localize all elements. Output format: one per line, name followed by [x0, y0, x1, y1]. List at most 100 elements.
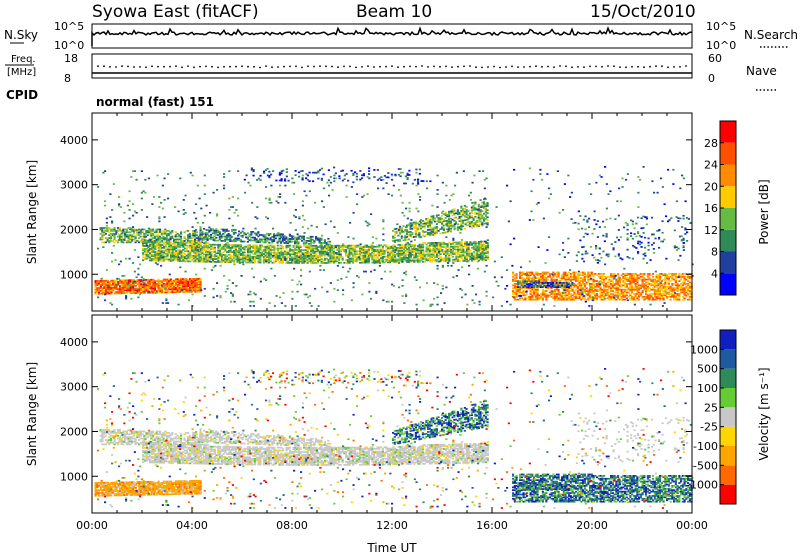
power-cell	[290, 249, 293, 251]
power-cell	[303, 219, 306, 221]
power-cell	[243, 232, 246, 234]
power-cell	[222, 259, 225, 262]
power-cell	[145, 255, 148, 257]
power-cell	[132, 214, 135, 217]
power-cell	[241, 254, 244, 257]
power-cell	[159, 281, 162, 284]
power-cell	[311, 257, 314, 260]
power-cell	[463, 227, 466, 230]
power-cell	[382, 187, 385, 190]
power-cell	[452, 237, 455, 240]
power-cell	[266, 167, 269, 170]
power-cell	[443, 201, 446, 204]
power-cell	[166, 278, 169, 281]
power-cell	[332, 244, 335, 247]
power-cell	[271, 246, 274, 248]
power-cell	[132, 226, 135, 228]
power-cell	[122, 280, 125, 283]
power-cell	[164, 258, 167, 261]
power-cell	[317, 262, 320, 264]
power-cell	[299, 259, 302, 261]
power-cell	[297, 250, 300, 253]
power-cell	[157, 291, 160, 294]
nave-dot	[223, 65, 225, 68]
power-cell	[335, 252, 338, 254]
power-cell	[161, 252, 164, 255]
power-cell	[268, 197, 271, 200]
power-cell	[233, 300, 236, 303]
power-cell	[268, 257, 271, 260]
power-cell	[171, 235, 174, 238]
power-cell	[215, 252, 218, 255]
power-cell	[102, 246, 105, 249]
power-cell	[448, 257, 451, 260]
power-cell	[308, 256, 311, 259]
power-cell	[176, 288, 179, 291]
power-cell	[140, 283, 143, 286]
power-cell	[254, 256, 257, 258]
power-cell	[259, 179, 262, 181]
power-cell	[189, 254, 192, 257]
power-cell	[164, 238, 167, 241]
power-cell	[104, 237, 107, 239]
power-cell	[157, 246, 160, 249]
power-cell	[118, 235, 121, 238]
power-cell	[429, 219, 432, 221]
power-cell	[250, 250, 253, 252]
power-cell	[289, 259, 292, 261]
power-cell	[149, 239, 152, 241]
power-cell	[227, 244, 230, 246]
power-cell	[208, 255, 211, 257]
power-cell	[248, 254, 251, 257]
power-cell	[408, 210, 411, 213]
power-cell	[244, 257, 247, 260]
power-cell	[185, 247, 188, 250]
power-cell	[486, 245, 489, 247]
power-cell	[127, 280, 130, 283]
power-cell	[134, 292, 137, 294]
power-cell	[254, 253, 257, 255]
power-cell	[240, 248, 243, 251]
power-cell	[195, 203, 198, 206]
power-cell	[165, 237, 168, 240]
power-cell	[142, 253, 145, 256]
power-cell	[345, 249, 348, 251]
power-cell	[131, 287, 134, 290]
power-cell	[161, 251, 164, 254]
power-cell	[103, 282, 106, 285]
power-cell	[198, 260, 201, 263]
power-cell	[280, 254, 283, 257]
power-cell	[175, 289, 178, 292]
power-cell	[236, 250, 239, 252]
power-cell	[531, 271, 534, 274]
power-cell	[289, 253, 292, 256]
power-cell	[247, 244, 250, 247]
power-cell	[209, 211, 212, 214]
power-cell	[216, 189, 219, 191]
power-cell	[142, 239, 145, 242]
power-cell	[452, 247, 455, 250]
power-cell	[515, 273, 518, 275]
power-cell	[177, 258, 180, 261]
power-cell	[157, 290, 160, 292]
power-cell	[157, 283, 160, 285]
power-cell	[169, 278, 172, 281]
power-cell	[189, 257, 192, 260]
power-cell	[261, 250, 264, 253]
power-cell	[125, 295, 128, 297]
power-cell	[150, 245, 153, 248]
power-cell	[226, 258, 229, 261]
nave-label: Nave	[746, 64, 777, 78]
power-cell	[171, 260, 174, 262]
power-cell	[136, 232, 139, 235]
power-cell	[342, 289, 345, 292]
power-cell	[297, 257, 300, 260]
power-cell	[425, 180, 428, 183]
power-cell	[205, 245, 208, 247]
power-cell	[419, 196, 422, 198]
power-cell	[127, 234, 130, 237]
nave-dot	[103, 65, 105, 68]
power-cell	[189, 171, 192, 174]
power-cell	[318, 246, 321, 249]
power-cell	[146, 234, 149, 237]
